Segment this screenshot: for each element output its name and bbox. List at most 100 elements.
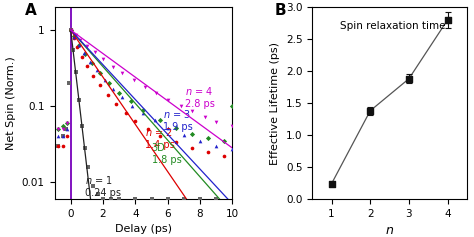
Point	[204, 136, 212, 140]
Point	[54, 144, 62, 148]
Point	[67, 28, 74, 32]
Point	[96, 71, 104, 75]
Text: $n$ = 4
2.8 ps: $n$ = 4 2.8 ps	[185, 85, 215, 109]
Y-axis label: Net Spin (Norm.): Net Spin (Norm.)	[6, 56, 16, 150]
Point	[201, 115, 209, 119]
Point	[141, 85, 149, 89]
Point	[75, 98, 82, 102]
Point	[69, 48, 77, 52]
Point	[99, 197, 107, 201]
X-axis label: n: n	[386, 224, 393, 237]
Point	[212, 197, 220, 201]
Point	[180, 133, 188, 137]
Point	[228, 104, 236, 108]
Point	[82, 146, 89, 150]
Point	[444, 18, 451, 22]
Point	[109, 87, 117, 91]
Text: A: A	[25, 3, 37, 18]
Point	[366, 109, 374, 113]
Point	[67, 28, 74, 32]
Point	[59, 134, 66, 138]
Point	[70, 36, 78, 40]
Point	[54, 134, 62, 138]
Point	[164, 126, 172, 130]
Point	[93, 68, 100, 72]
Point	[67, 28, 74, 32]
Point	[90, 184, 97, 187]
Point	[64, 121, 71, 125]
Point	[148, 197, 155, 201]
Point	[88, 61, 95, 65]
Point	[115, 91, 123, 95]
Point	[64, 121, 71, 125]
Point	[140, 112, 147, 115]
Point	[59, 124, 66, 128]
Point	[180, 197, 188, 201]
Point	[204, 150, 212, 154]
Point	[212, 144, 220, 148]
Point	[145, 127, 152, 131]
Point	[156, 134, 164, 138]
Point	[328, 182, 335, 186]
Point	[54, 127, 62, 131]
Point	[164, 197, 172, 201]
Point	[54, 144, 62, 148]
Point	[132, 119, 139, 123]
Point	[132, 197, 139, 201]
Point	[140, 109, 147, 112]
Point	[77, 38, 84, 42]
Point	[78, 124, 86, 128]
Point	[212, 120, 220, 124]
Point	[153, 91, 160, 95]
Point	[228, 147, 236, 151]
Text: 3D
1.8 ps: 3D 1.8 ps	[152, 143, 181, 165]
Y-axis label: Effective Lifetime (ps): Effective Lifetime (ps)	[270, 42, 280, 164]
Point	[67, 28, 74, 32]
Point	[75, 43, 82, 47]
Point	[177, 104, 184, 108]
Point	[104, 93, 112, 97]
Point	[188, 109, 196, 113]
Point	[82, 52, 89, 56]
X-axis label: Delay (ps): Delay (ps)	[115, 224, 172, 234]
Point	[90, 74, 97, 78]
Point	[118, 71, 126, 75]
Point	[72, 33, 79, 37]
Point	[72, 70, 79, 74]
Point	[112, 103, 120, 106]
Point	[59, 134, 66, 138]
Point	[127, 100, 134, 103]
Point	[80, 51, 87, 55]
Point	[99, 57, 107, 61]
Point	[106, 81, 113, 85]
Point	[220, 154, 228, 158]
Point	[118, 96, 126, 99]
Point	[96, 83, 104, 87]
Point	[128, 104, 136, 108]
Point	[86, 60, 94, 64]
Point	[101, 78, 109, 82]
Point	[115, 197, 123, 201]
Point	[172, 140, 180, 144]
Point	[130, 78, 137, 82]
Point	[196, 197, 204, 201]
Point	[70, 35, 78, 38]
Point	[67, 28, 74, 32]
Point	[78, 55, 86, 59]
Point	[91, 50, 99, 54]
Point	[196, 139, 204, 143]
Point	[188, 146, 196, 150]
Point	[151, 118, 159, 122]
Point	[107, 197, 115, 201]
Point	[220, 139, 228, 143]
Point	[156, 118, 164, 122]
Text: Spin relaxation time: Spin relaxation time	[340, 21, 446, 31]
Point	[64, 134, 71, 138]
Point	[83, 64, 91, 68]
Point	[122, 112, 129, 115]
Point	[94, 192, 102, 196]
Point	[83, 44, 91, 48]
Point	[188, 132, 196, 136]
Text: B: B	[275, 3, 287, 18]
Point	[85, 165, 92, 169]
